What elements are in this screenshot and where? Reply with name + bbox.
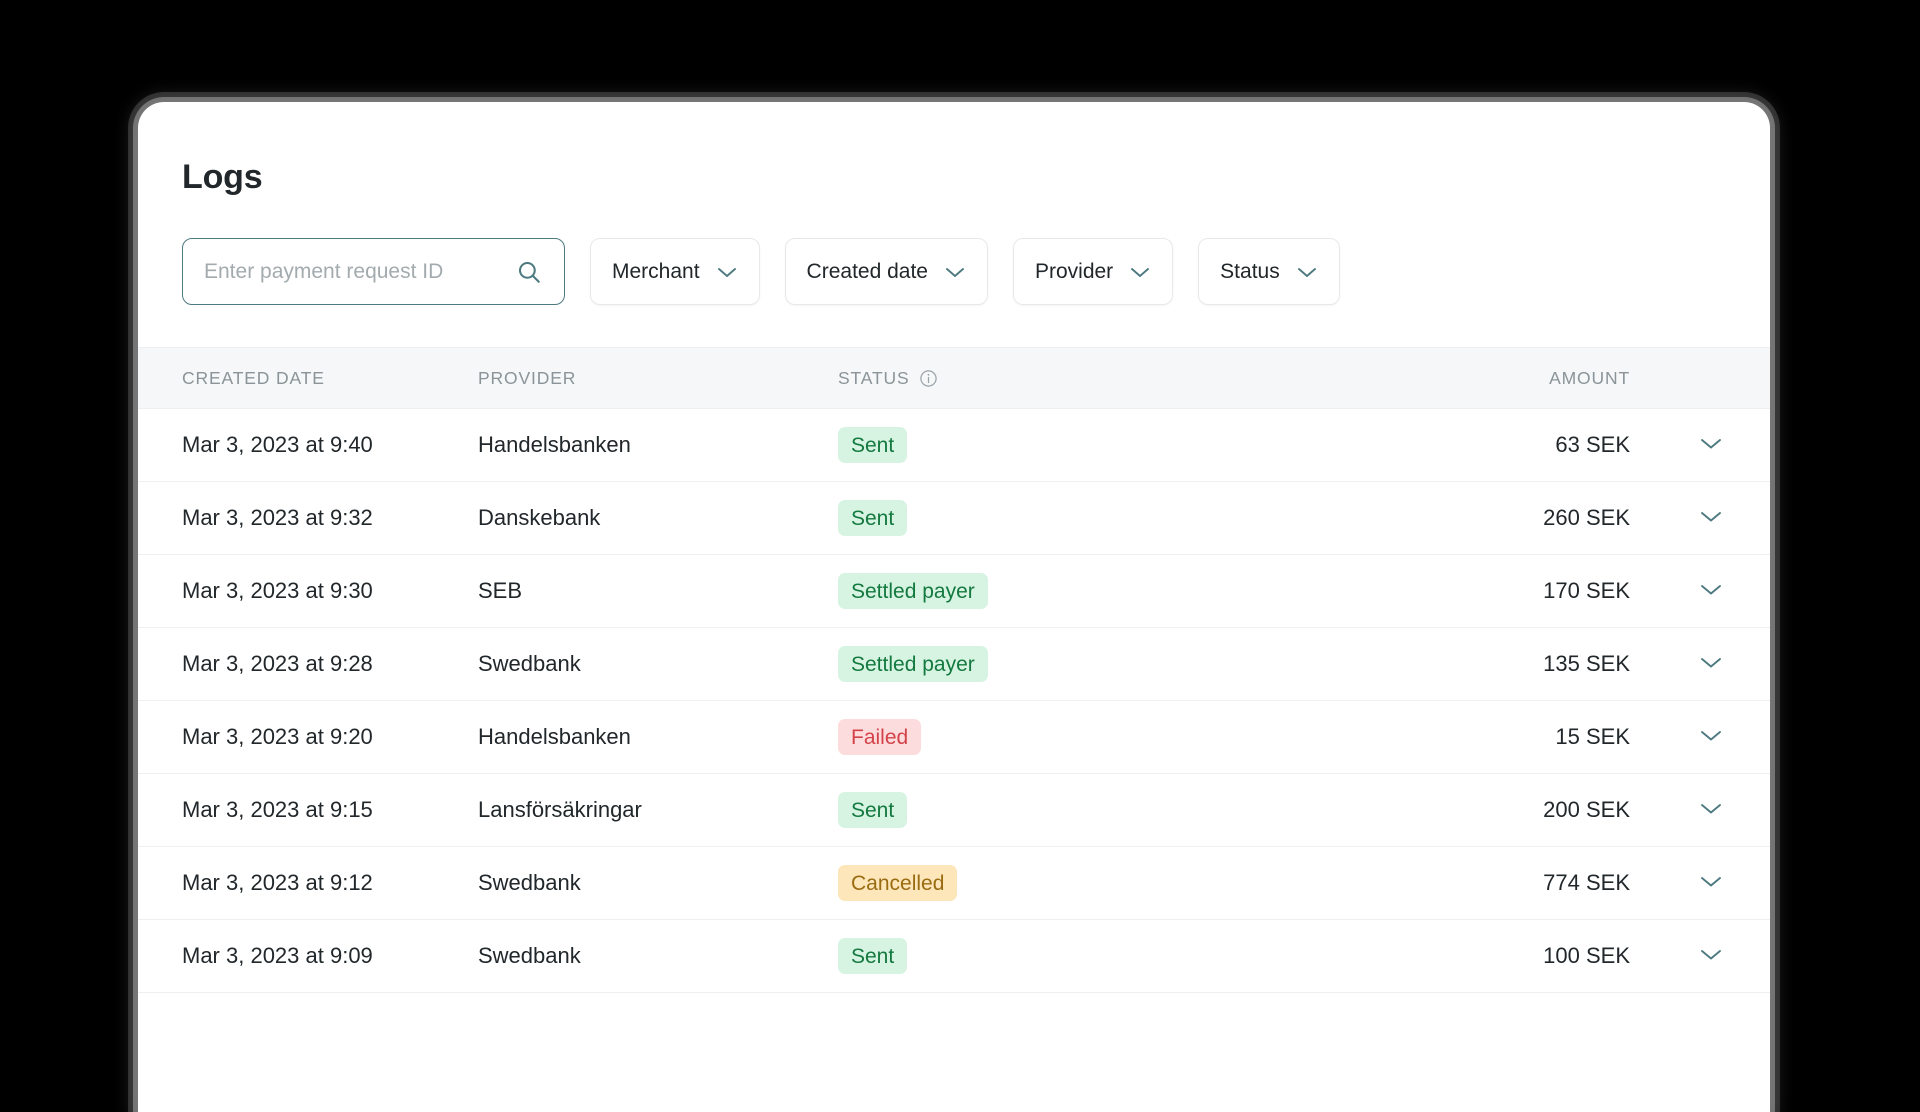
cell-amount: 15 SEK	[1555, 724, 1630, 749]
cell-amount: 63 SEK	[1555, 432, 1630, 457]
table-row[interactable]: Mar 3, 2023 at 9:32 Danskebank Sent 260 SEK	[138, 482, 1770, 555]
table-header-row: CREATED DATE PROVIDER STATUS AMOUNT	[138, 347, 1770, 409]
chevron-down-icon	[716, 265, 738, 279]
filter-created-date[interactable]: Created date	[784, 238, 988, 305]
cell-status: Sent	[838, 792, 1233, 828]
page-title: Logs	[182, 158, 263, 196]
row-expand-button[interactable]	[1652, 581, 1770, 602]
cell-created-date: Mar 3, 2023 at 9:30	[182, 578, 373, 603]
cell-provider: Handelsbanken	[478, 432, 631, 457]
filter-created-date-label: Created date	[806, 259, 928, 283]
filter-provider-label: Provider	[1034, 259, 1114, 283]
row-expand-button[interactable]	[1652, 435, 1770, 456]
filter-toolbar: Merchant Created date Provider Status	[138, 194, 1770, 305]
search-input[interactable]	[183, 239, 564, 304]
filter-merchant-label: Merchant	[612, 259, 700, 283]
app-window: Logs Merchant Created date Pr	[138, 102, 1770, 1112]
cell-status: Settled payer	[838, 573, 1233, 609]
filter-status-label: Status	[1220, 259, 1280, 283]
table-row[interactable]: Mar 3, 2023 at 9:15 Lansförsäkringar Sent 2…	[138, 774, 1770, 847]
cell-status: Failed	[838, 719, 1233, 755]
page-header: Logs	[138, 102, 1770, 194]
cell-amount: 200 SEK	[1543, 797, 1630, 822]
chevron-down-icon	[1698, 508, 1724, 529]
column-header-provider: PROVIDER	[478, 367, 577, 388]
cell-provider: Handelsbanken	[478, 724, 631, 749]
status-badge: Sent	[838, 427, 908, 463]
row-expand-button[interactable]	[1652, 873, 1770, 894]
table-row[interactable]: Mar 3, 2023 at 9:12 Swedbank Cancelled 774 …	[138, 847, 1770, 920]
filter-status[interactable]: Status	[1198, 238, 1340, 305]
cell-provider: Lansförsäkringar	[478, 797, 642, 822]
chevron-down-icon	[1296, 265, 1318, 279]
status-badge: Settled payer	[838, 646, 988, 682]
cell-created-date: Mar 3, 2023 at 9:09	[182, 943, 373, 968]
chevron-down-icon	[944, 265, 966, 279]
row-expand-button[interactable]	[1652, 800, 1770, 821]
cell-amount: 170 SEK	[1543, 578, 1630, 603]
cell-provider: Swedbank	[478, 870, 581, 895]
row-expand-button[interactable]	[1652, 727, 1770, 748]
cell-provider: Danskebank	[478, 505, 601, 530]
row-expand-button[interactable]	[1652, 946, 1770, 967]
column-header-status: STATUS	[838, 368, 1233, 389]
chevron-down-icon	[1698, 581, 1724, 602]
chevron-down-icon	[1698, 727, 1724, 748]
row-expand-button[interactable]	[1652, 654, 1770, 675]
table-row[interactable]: Mar 3, 2023 at 9:20 Handelsbanken Failed 15…	[138, 701, 1770, 774]
cell-created-date: Mar 3, 2023 at 9:40	[182, 432, 373, 457]
column-header-amount: AMOUNT	[1549, 367, 1630, 388]
column-header-created-date: CREATED DATE	[182, 367, 325, 388]
status-badge: Sent	[838, 938, 908, 974]
table-row[interactable]: Mar 3, 2023 at 9:09 Swedbank Sent 100 SEK	[138, 920, 1770, 993]
cell-amount: 774 SEK	[1543, 870, 1630, 895]
cell-created-date: Mar 3, 2023 at 9:12	[182, 870, 373, 895]
cell-status: Settled payer	[838, 646, 1233, 682]
filter-provider[interactable]: Provider	[1012, 238, 1174, 305]
status-badge: Sent	[838, 500, 908, 536]
table-row[interactable]: Mar 3, 2023 at 9:28 Swedbank Settled payer…	[138, 628, 1770, 701]
cell-status: Sent	[838, 938, 1233, 974]
column-header-status-label: STATUS	[838, 367, 910, 388]
chevron-down-icon	[1698, 435, 1724, 456]
chevron-down-icon	[1698, 946, 1724, 967]
status-badge: Settled payer	[838, 573, 988, 609]
cell-status: Cancelled	[838, 865, 1233, 901]
cell-created-date: Mar 3, 2023 at 9:32	[182, 505, 373, 530]
table-row[interactable]: Mar 3, 2023 at 9:40 Handelsbanken Sent 63 S…	[138, 409, 1770, 482]
cell-status: Sent	[838, 500, 1233, 536]
status-badge: Sent	[838, 792, 908, 828]
logs-table: CREATED DATE PROVIDER STATUS AMOUNT Mar …	[138, 347, 1770, 993]
cell-provider: Swedbank	[478, 943, 581, 968]
table-row[interactable]: Mar 3, 2023 at 9:30 SEB Settled payer 170 S…	[138, 555, 1770, 628]
cell-amount: 135 SEK	[1543, 651, 1630, 676]
status-badge: Failed	[838, 719, 922, 755]
row-expand-button[interactable]	[1652, 508, 1770, 529]
chevron-down-icon	[1129, 265, 1151, 279]
cell-amount: 100 SEK	[1543, 943, 1630, 968]
chevron-down-icon	[1698, 800, 1724, 821]
filter-merchant[interactable]: Merchant	[590, 238, 760, 305]
cell-provider: SEB	[478, 578, 523, 603]
search-icon[interactable]	[516, 259, 542, 285]
cell-created-date: Mar 3, 2023 at 9:28	[182, 651, 373, 676]
status-badge: Cancelled	[838, 865, 958, 901]
chevron-down-icon	[1698, 654, 1724, 675]
cell-status: Sent	[838, 427, 1233, 463]
search-box[interactable]	[182, 238, 565, 305]
info-icon[interactable]	[919, 369, 938, 388]
cell-created-date: Mar 3, 2023 at 9:15	[182, 797, 373, 822]
chevron-down-icon	[1698, 873, 1724, 894]
cell-created-date: Mar 3, 2023 at 9:20	[182, 724, 373, 749]
cell-provider: Swedbank	[478, 651, 581, 676]
cell-amount: 260 SEK	[1543, 505, 1630, 530]
